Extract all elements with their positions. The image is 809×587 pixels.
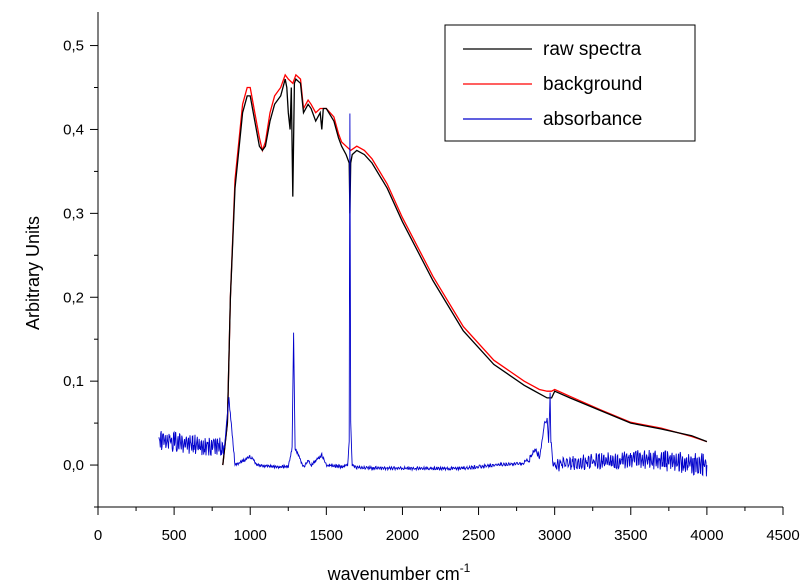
y-tick-label: 0,1 (63, 373, 84, 390)
y-tick-label: 0,4 (63, 121, 84, 138)
legend: raw spectra background absorbance (444, 24, 696, 142)
x-tick-label: 500 (162, 527, 187, 544)
y-tick-label: 0,0 (63, 457, 84, 474)
legend-label-background: background (543, 74, 642, 95)
y-tick-label: 0,3 (63, 205, 84, 222)
x-tick-label: 0 (94, 527, 102, 544)
x-tick-label: 4500 (766, 527, 799, 544)
x-tick-label: 1500 (310, 527, 343, 544)
y-tick-label: 0,5 (63, 38, 84, 55)
x-tick-label: 1000 (234, 527, 267, 544)
plot-area: 0 500 1000 1500 2000 2500 3000 3500 4000 4500 0,0… (63, 12, 800, 544)
series-line-absorbance (158, 113, 708, 477)
x-tick-label: 2500 (462, 527, 495, 544)
x-tick-label: 3000 (538, 527, 571, 544)
legend-label-absorbance: absorbance (543, 109, 642, 130)
y-axis-ticks: 0,0 0,1 0,2 0,3 0,4 0,5 (63, 38, 98, 508)
y-axis-title: Arbitrary Units (23, 216, 43, 330)
x-axis-title-superscript: -1 (460, 561, 471, 575)
series-layer (158, 73, 708, 477)
legend-label-raw-spectra: raw spectra (543, 39, 642, 60)
x-axis-title: wavenumber cm-1 (327, 561, 471, 584)
series-line-background (222, 73, 708, 466)
y-tick-label: 0,2 (63, 289, 84, 306)
series-line-raw-spectra (222, 77, 708, 466)
x-axis-title-main: wavenumber cm (327, 564, 460, 584)
x-tick-label: 3500 (614, 527, 647, 544)
x-tick-label: 2000 (386, 527, 419, 544)
legend-box (444, 24, 696, 142)
x-tick-label: 4000 (690, 527, 723, 544)
x-axis-ticks: 0 500 1000 1500 2000 2500 3000 3500 4000 4500 (94, 507, 800, 544)
